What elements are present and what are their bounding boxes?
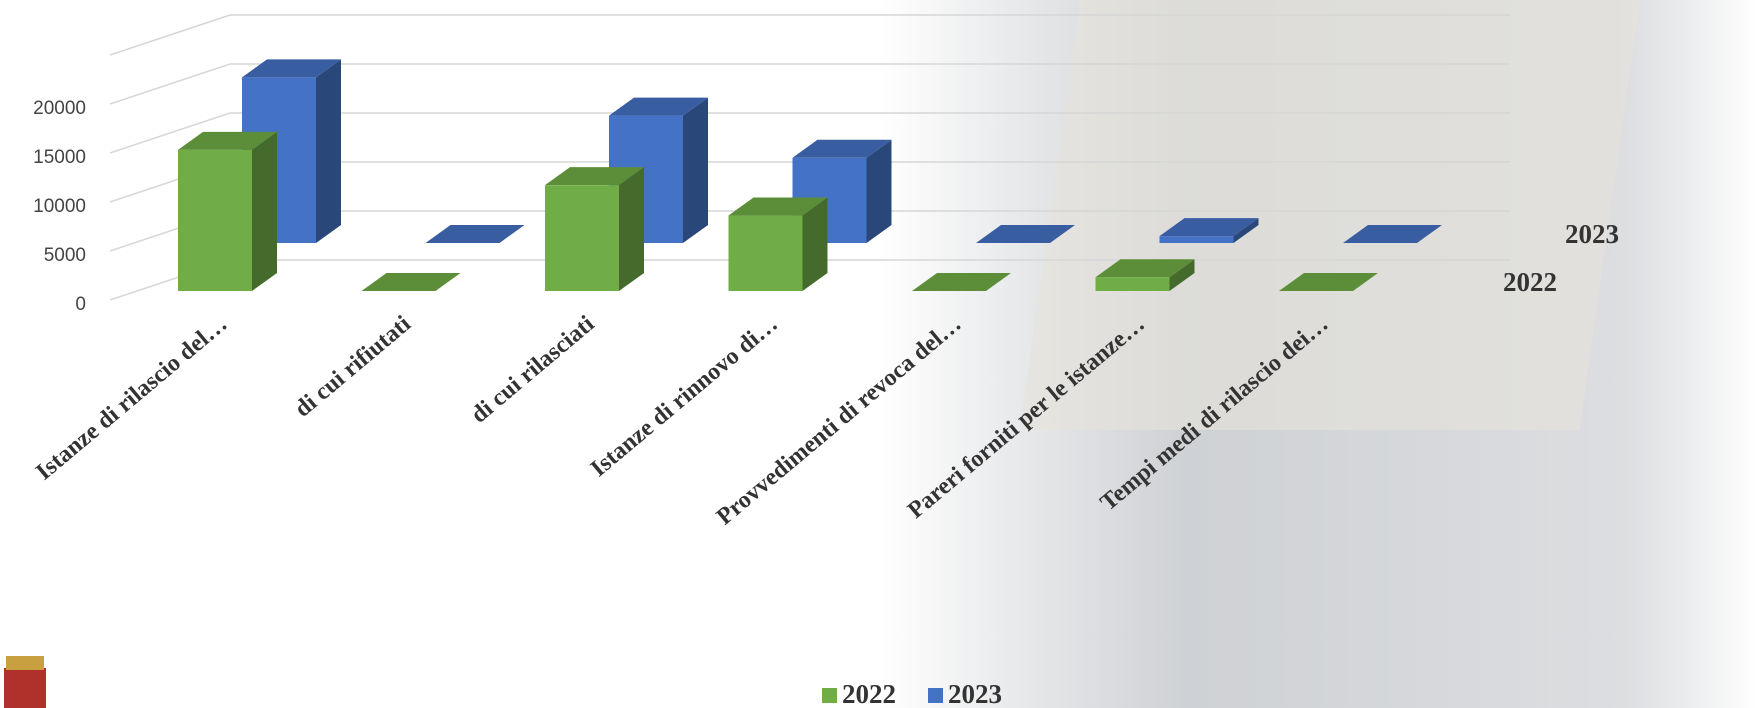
bar-top [361,273,461,291]
bar-top [1279,273,1378,291]
x-tick-label: Istanze di rilascio del… [31,311,232,486]
bar-top [1095,259,1195,278]
bar-side [866,139,892,243]
legend-swatch [822,688,837,703]
bar-top [1159,218,1259,237]
bar-front [178,149,252,291]
bar-front [1095,277,1170,291]
bar [1279,273,1378,291]
bar [425,225,525,243]
bar-top [545,167,644,186]
bar [1159,218,1259,243]
legend-label: 2022 [842,679,896,708]
y-tick-label: 20000 [33,98,86,119]
grid-line [109,63,1510,105]
emblem [4,656,46,708]
x-tick-label: di cui rilasciati [466,311,599,429]
x-tick-label: di cui rifiutati [290,311,416,423]
bar [361,273,461,291]
bar-side [619,167,644,291]
bar-top [912,273,1011,291]
bar-side [1233,218,1259,243]
legend-swatch [928,688,943,703]
bar-top [792,139,892,158]
bar-side [316,59,341,243]
depth-label: 2023 [1565,219,1619,249]
grid-line [109,112,1510,154]
bar [1095,259,1195,291]
bar-top [1343,225,1442,243]
bar-top [425,225,525,243]
grid-line [109,14,1510,56]
y-tick-label: 15000 [33,147,86,168]
bar [545,167,644,291]
y-tick-label: 5000 [44,245,86,266]
bar [728,197,828,291]
bar-front [545,185,619,291]
y-tick-label: 0 [75,294,86,315]
monitor [1019,0,1640,430]
legend-label: 2023 [948,679,1002,708]
bar-top [609,97,708,116]
bar-side [252,131,277,291]
bar-top [976,225,1075,243]
y-tick-label: 10000 [33,196,86,217]
bar [1343,225,1442,243]
bar-front [728,215,803,291]
bar [178,131,277,291]
bar-top [178,131,277,150]
bar-front [1159,236,1234,243]
bar [912,273,1011,291]
bar-side [683,97,708,243]
bar-side [802,197,828,291]
bar-top [242,59,341,78]
bar-top [728,197,828,216]
bar [976,225,1075,243]
depth-label: 2022 [1503,267,1557,297]
x-tick-label: Istanze di rinnovo di… [586,311,783,482]
bar-side [1169,259,1195,291]
